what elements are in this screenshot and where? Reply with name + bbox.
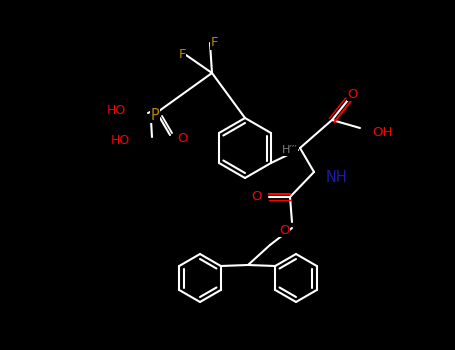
Text: OH: OH bbox=[372, 126, 392, 140]
Text: HO: HO bbox=[111, 133, 130, 147]
Text: O: O bbox=[251, 190, 261, 203]
Text: O: O bbox=[348, 88, 358, 100]
Text: H′′′: H′′′ bbox=[282, 145, 298, 155]
Text: NH: NH bbox=[326, 169, 348, 184]
Text: O: O bbox=[178, 132, 188, 145]
Text: O: O bbox=[279, 224, 289, 237]
Text: F: F bbox=[178, 49, 186, 62]
Text: HO: HO bbox=[107, 104, 126, 117]
Text: P: P bbox=[151, 107, 159, 122]
Text: F: F bbox=[210, 36, 218, 49]
